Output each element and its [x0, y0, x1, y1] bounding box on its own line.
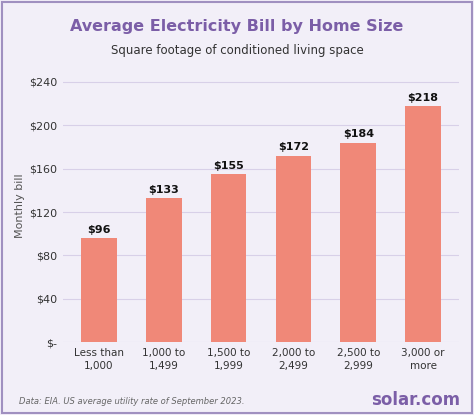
Bar — [275, 156, 311, 342]
Bar — [340, 143, 376, 342]
Text: Data: EIA. US average utility rate of September 2023.: Data: EIA. US average utility rate of Se… — [19, 397, 245, 406]
Text: $184: $184 — [343, 129, 374, 139]
Y-axis label: Monthly bill: Monthly bill — [15, 173, 25, 238]
Text: $96: $96 — [87, 225, 110, 235]
Text: Square footage of conditioned living space: Square footage of conditioned living spa… — [110, 44, 364, 56]
Text: $218: $218 — [408, 93, 438, 103]
Text: solar.com: solar.com — [371, 391, 460, 409]
Bar — [211, 174, 246, 342]
Bar — [405, 106, 441, 342]
Text: $133: $133 — [148, 185, 179, 195]
Text: $155: $155 — [213, 161, 244, 171]
Text: $172: $172 — [278, 142, 309, 152]
Bar — [146, 198, 182, 342]
Bar — [81, 238, 117, 342]
Text: Average Electricity Bill by Home Size: Average Electricity Bill by Home Size — [70, 19, 404, 34]
